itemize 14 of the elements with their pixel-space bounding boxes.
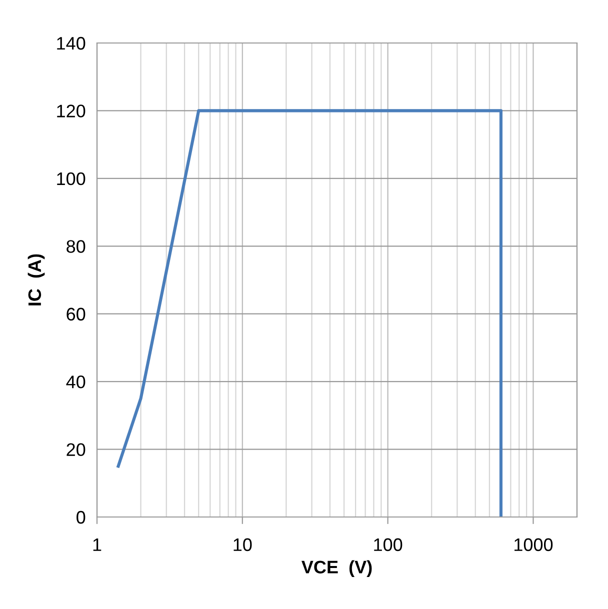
y-tick-label: 140 xyxy=(57,36,86,50)
y-axis-title: IC (A) xyxy=(28,254,45,306)
y-tick-label: 40 xyxy=(66,376,86,388)
x-tick-label: 10 xyxy=(234,538,252,552)
y-tick-label: 120 xyxy=(57,104,86,118)
x-tick-label: 100 xyxy=(374,538,402,552)
y-tick-label: 80 xyxy=(66,240,86,253)
y-tick-label: 100 xyxy=(57,172,86,186)
y-tick-label: 0 xyxy=(76,510,86,524)
x-tick-label: 1000 xyxy=(514,538,553,552)
y-tick-label: 60 xyxy=(66,308,86,321)
x-axis-title: VCE (V) xyxy=(302,560,372,578)
x-tick-label: 1 xyxy=(93,538,102,551)
y-tick-label: 20 xyxy=(66,443,86,456)
